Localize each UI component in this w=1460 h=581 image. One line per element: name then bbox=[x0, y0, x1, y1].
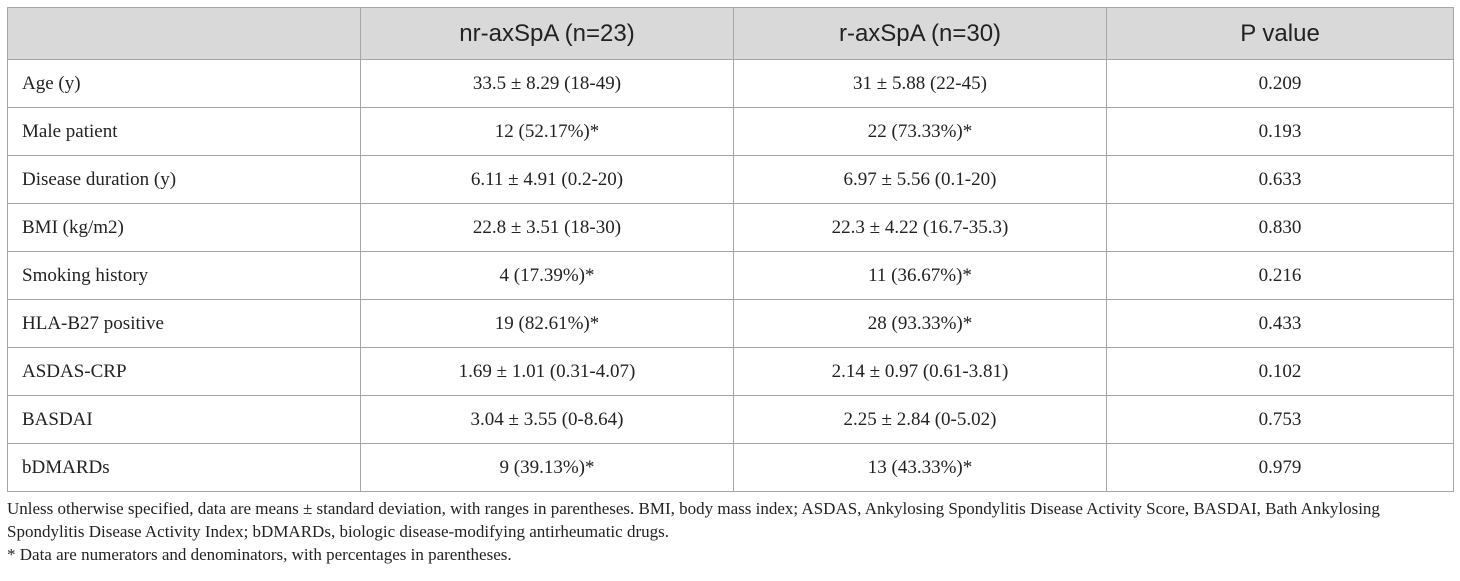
cell-p-value: 0.830 bbox=[1106, 203, 1454, 252]
cell-p-value: 0.979 bbox=[1106, 443, 1454, 492]
cell-r-axspa: 6.97 ± 5.56 (0.1-20) bbox=[733, 155, 1107, 204]
table-row: ASDAS-CRP 1.69 ± 1.01 (0.31-4.07) 2.14 ±… bbox=[7, 347, 1454, 396]
row-label: BMI (kg/m2) bbox=[7, 203, 361, 252]
table-header-row: nr-axSpA (n=23) r-axSpA (n=30) P value bbox=[7, 7, 1454, 60]
cell-r-axspa: 2.25 ± 2.84 (0-5.02) bbox=[733, 395, 1107, 444]
table-row: BASDAI 3.04 ± 3.55 (0-8.64) 2.25 ± 2.84 … bbox=[7, 395, 1454, 444]
row-label: bDMARDs bbox=[7, 443, 361, 492]
table-row: Male patient 12 (52.17%)* 22 (73.33%)* 0… bbox=[7, 107, 1454, 156]
cell-r-axspa: 31 ± 5.88 (22-45) bbox=[733, 59, 1107, 108]
cell-r-axspa: 2.14 ± 0.97 (0.61-3.81) bbox=[733, 347, 1107, 396]
cell-p-value: 0.216 bbox=[1106, 251, 1454, 300]
header-characteristic bbox=[7, 7, 361, 60]
cell-nr-axspa: 22.8 ± 3.51 (18-30) bbox=[360, 203, 734, 252]
cell-p-value: 0.193 bbox=[1106, 107, 1454, 156]
table-row: BMI (kg/m2) 22.8 ± 3.51 (18-30) 22.3 ± 4… bbox=[7, 203, 1454, 252]
cell-p-value: 0.102 bbox=[1106, 347, 1454, 396]
table-row: Disease duration (y) 6.11 ± 4.91 (0.2-20… bbox=[7, 155, 1454, 204]
cell-r-axspa: 22 (73.33%)* bbox=[733, 107, 1107, 156]
row-label: Male patient bbox=[7, 107, 361, 156]
table-row: Smoking history 4 (17.39%)* 11 (36.67%)*… bbox=[7, 251, 1454, 300]
cell-p-value: 0.633 bbox=[1106, 155, 1454, 204]
cell-p-value: 0.753 bbox=[1106, 395, 1454, 444]
cell-r-axspa: 13 (43.33%)* bbox=[733, 443, 1107, 492]
cell-nr-axspa: 3.04 ± 3.55 (0-8.64) bbox=[360, 395, 734, 444]
demographics-table-container: nr-axSpA (n=23) r-axSpA (n=30) P value A… bbox=[7, 7, 1454, 492]
cell-r-axspa: 11 (36.67%)* bbox=[733, 251, 1107, 300]
cell-r-axspa: 22.3 ± 4.22 (16.7-35.3) bbox=[733, 203, 1107, 252]
table-row: bDMARDs 9 (39.13%)* 13 (43.33%)* 0.979 bbox=[7, 443, 1454, 492]
footnote-abbreviations: Unless otherwise specified, data are mea… bbox=[7, 499, 1380, 541]
footnote-asterisk: * Data are numerators and denominators, … bbox=[7, 545, 512, 564]
row-label: BASDAI bbox=[7, 395, 361, 444]
cell-nr-axspa: 19 (82.61%)* bbox=[360, 299, 734, 348]
cell-r-axspa: 28 (93.33%)* bbox=[733, 299, 1107, 348]
cell-p-value: 0.209 bbox=[1106, 59, 1454, 108]
header-r-axspa: r-axSpA (n=30) bbox=[733, 7, 1107, 60]
row-label: HLA-B27 positive bbox=[7, 299, 361, 348]
cell-nr-axspa: 33.5 ± 8.29 (18-49) bbox=[360, 59, 734, 108]
table-row: Age (y) 33.5 ± 8.29 (18-49) 31 ± 5.88 (2… bbox=[7, 59, 1454, 108]
row-label: Smoking history bbox=[7, 251, 361, 300]
demographics-table: nr-axSpA (n=23) r-axSpA (n=30) P value A… bbox=[7, 7, 1454, 492]
cell-nr-axspa: 1.69 ± 1.01 (0.31-4.07) bbox=[360, 347, 734, 396]
table-row: HLA-B27 positive 19 (82.61%)* 28 (93.33%… bbox=[7, 299, 1454, 348]
header-p-value: P value bbox=[1106, 7, 1454, 60]
cell-nr-axspa: 6.11 ± 4.91 (0.2-20) bbox=[360, 155, 734, 204]
cell-nr-axspa: 9 (39.13%)* bbox=[360, 443, 734, 492]
cell-p-value: 0.433 bbox=[1106, 299, 1454, 348]
row-label: ASDAS-CRP bbox=[7, 347, 361, 396]
header-nr-axspa: nr-axSpA (n=23) bbox=[360, 7, 734, 60]
row-label: Disease duration (y) bbox=[7, 155, 361, 204]
cell-nr-axspa: 4 (17.39%)* bbox=[360, 251, 734, 300]
row-label: Age (y) bbox=[7, 59, 361, 108]
cell-nr-axspa: 12 (52.17%)* bbox=[360, 107, 734, 156]
table-footnotes: Unless otherwise specified, data are mea… bbox=[7, 497, 1453, 566]
